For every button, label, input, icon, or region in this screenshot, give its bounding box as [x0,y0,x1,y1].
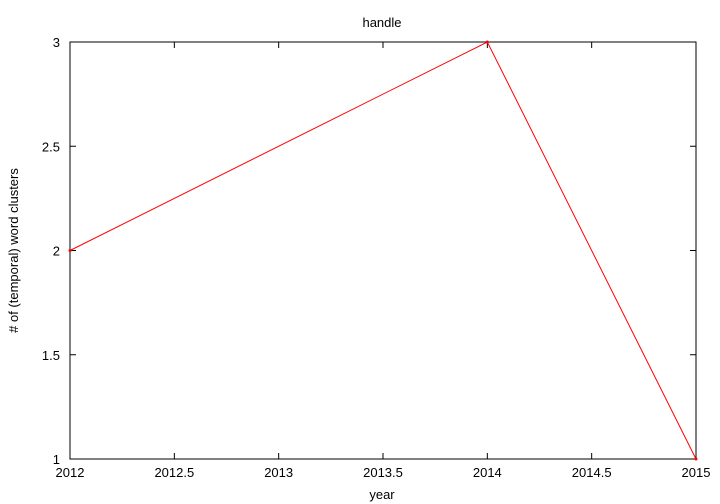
data-point [485,40,489,44]
data-point [68,249,72,252]
x-tick-label: 2012 [56,465,85,480]
y-tick-label: 1.5 [42,348,60,363]
x-tick-label: 2013.5 [363,465,403,480]
y-tick-label: 2.5 [42,139,60,154]
series-line [69,41,697,460]
x-axis-title: year [369,487,395,502]
x-tick-label: 2014.5 [572,465,612,480]
data-point [694,457,698,461]
x-tick-label: 2014 [473,465,502,480]
y-ticks: 1 1.5 2 2.5 3 [42,35,696,467]
y-axis-title: # of (temporal) word clusters [6,168,21,333]
plot-frame [69,41,697,460]
x-tick-label: 2015 [682,465,711,480]
y-tick-label: 1 [53,452,60,467]
x-tick-label: 2012.5 [154,465,194,480]
series-layer [68,40,698,461]
chart-title: handle [362,15,401,30]
y-tick-label: 2 [53,244,60,259]
x-tick-label: 2013 [264,465,293,480]
y-tick-label: 3 [53,35,60,50]
x-ticks: 2012 2012.5 2013 2013.5 2014 2014.5 2015 [56,42,711,480]
